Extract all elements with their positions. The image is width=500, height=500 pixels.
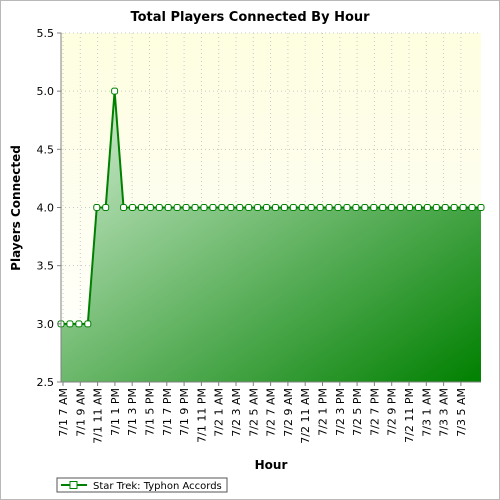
data-point xyxy=(66,320,74,328)
x-tick-label: 7/1 11 PM xyxy=(195,388,208,443)
data-point xyxy=(218,204,226,211)
y-tick-label: 2.5 xyxy=(37,376,55,389)
x-tick-label: 7/2 1 AM xyxy=(213,388,226,437)
x-tick-label: 7/2 9 AM xyxy=(282,388,295,437)
data-point xyxy=(334,204,342,211)
legend-box xyxy=(56,477,228,493)
x-tick-label: 7/3 1 AM xyxy=(420,388,433,437)
data-point xyxy=(120,204,128,211)
x-tick-label: 7/2 5 PM xyxy=(351,388,364,436)
data-point xyxy=(111,87,119,95)
y-tick-label: 5.0 xyxy=(37,85,55,98)
data-point xyxy=(432,204,440,211)
data-point xyxy=(423,204,431,211)
data-point xyxy=(200,204,208,211)
x-tick-label: 7/2 11 PM xyxy=(403,388,416,443)
x-tick-label: 7/2 3 PM xyxy=(334,388,347,436)
x-tick-label: 7/1 11 AM xyxy=(92,388,105,444)
data-point xyxy=(146,204,154,211)
y-tick-label: 4.5 xyxy=(37,143,55,156)
data-point xyxy=(388,204,396,211)
data-point xyxy=(164,204,172,211)
data-point xyxy=(254,204,262,211)
x-tick-label: 7/1 1 PM xyxy=(109,388,122,436)
data-point xyxy=(441,204,449,211)
data-point xyxy=(468,204,476,211)
data-point xyxy=(227,204,235,211)
data-point xyxy=(280,204,288,211)
data-point xyxy=(397,204,405,211)
data-point xyxy=(182,204,190,211)
data-point xyxy=(137,204,145,211)
data-point xyxy=(406,204,414,211)
data-point xyxy=(325,204,333,211)
data-point xyxy=(245,204,253,211)
data-point xyxy=(75,320,83,328)
x-tick-label: 7/3 3 AM xyxy=(438,388,451,437)
x-tick-label: 7/2 7 AM xyxy=(265,388,278,437)
data-point xyxy=(459,204,467,211)
x-tick-label: 7/1 5 PM xyxy=(144,388,157,436)
data-point xyxy=(93,204,101,211)
x-tick-label: 7/2 9 PM xyxy=(386,388,399,436)
x-tick-label: 7/1 3 PM xyxy=(126,388,139,436)
data-point xyxy=(298,204,306,211)
series-area-fill xyxy=(61,91,481,383)
x-tick-label: 7/1 7 PM xyxy=(161,388,174,436)
data-point xyxy=(236,204,244,211)
data-point xyxy=(155,204,163,211)
data-point xyxy=(102,204,110,211)
data-point xyxy=(361,204,369,211)
y-tick-label: 3.0 xyxy=(37,318,55,331)
data-point xyxy=(450,204,458,211)
data-point xyxy=(370,204,378,211)
legend-label: Star Trek: Typhon Accords xyxy=(93,481,222,492)
data-point xyxy=(316,204,324,211)
x-tick-label: 7/2 3 AM xyxy=(230,388,243,437)
data-point xyxy=(271,204,279,211)
x-tick-label: 7/2 1 PM xyxy=(317,388,330,436)
data-point xyxy=(263,204,271,211)
data-point xyxy=(477,204,485,211)
data-point xyxy=(191,204,199,211)
data-point xyxy=(289,204,297,211)
data-point xyxy=(307,204,315,211)
data-point xyxy=(379,204,387,211)
data-point xyxy=(128,204,136,211)
x-tick-label: 7/1 9 PM xyxy=(178,388,191,436)
data-point xyxy=(209,204,217,211)
data-point xyxy=(84,320,92,328)
x-tick-label: 7/1 7 AM xyxy=(57,388,70,437)
data-point xyxy=(173,204,181,211)
legend: Star Trek: Typhon Accords xyxy=(56,477,228,493)
x-tick-label: 7/3 5 AM xyxy=(455,388,468,437)
x-tick-label: 7/2 11 AM xyxy=(299,388,312,444)
x-tick-label: 7/1 9 AM xyxy=(74,388,87,437)
y-axis-label: Players Connected xyxy=(9,145,23,271)
x-tick-labels: 7/1 7 AM 7/1 9 AM 7/1 11 AM 7/1 1 PM 7/1 3 P… xyxy=(57,382,468,444)
data-point xyxy=(352,204,360,211)
series-points xyxy=(57,87,485,328)
y-tick-label: 4.0 xyxy=(37,202,55,215)
x-tick-label: 7/2 7 PM xyxy=(368,388,381,436)
y-tick-label: 3.5 xyxy=(37,260,55,273)
chart-title: Total Players Connected By Hour xyxy=(130,10,370,25)
y-tick-label: 5.5 xyxy=(37,27,55,40)
y-tick-labels: 2.5 3.0 3.5 4.0 4.5 5.0 5.5 xyxy=(37,27,61,389)
series-area xyxy=(61,91,481,383)
data-point xyxy=(343,204,351,211)
data-point xyxy=(414,204,422,211)
legend-marker-swatch xyxy=(69,481,78,489)
x-axis-label: Hour xyxy=(255,458,288,472)
x-tick-label: 7/2 5 AM xyxy=(247,388,260,437)
